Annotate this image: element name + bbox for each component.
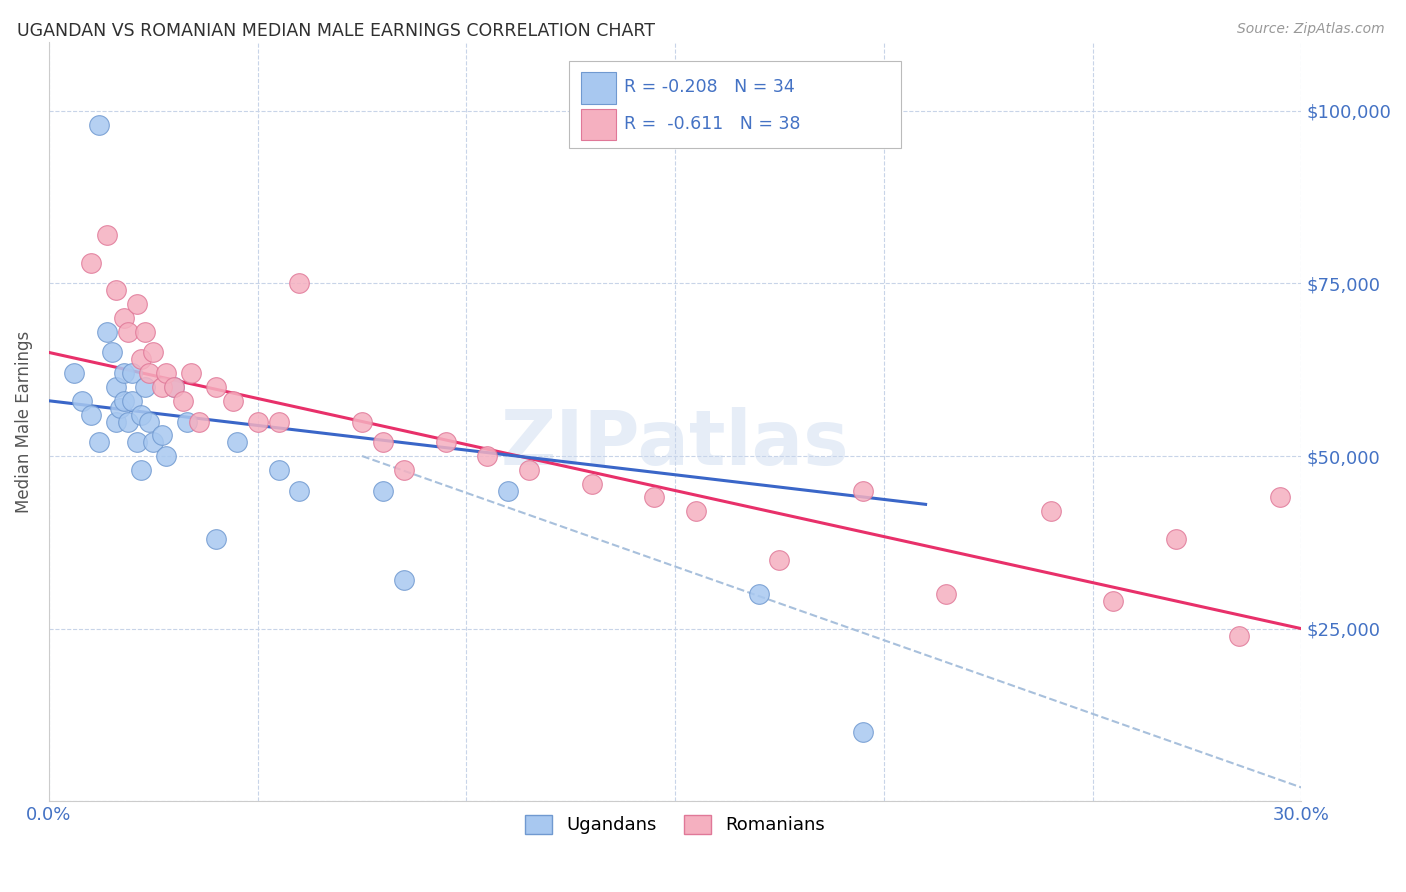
Point <box>87 118 110 132</box>
Point <box>87 435 110 450</box>
Point <box>205 380 228 394</box>
Point <box>129 352 152 367</box>
Point <box>221 393 243 408</box>
Y-axis label: Median Male Earnings: Median Male Earnings <box>15 330 32 513</box>
FancyBboxPatch shape <box>568 61 900 148</box>
Point <box>172 393 194 408</box>
Point <box>134 380 156 394</box>
Point <box>643 491 665 505</box>
Point <box>163 380 186 394</box>
Point <box>1227 628 1250 642</box>
Point <box>225 435 247 450</box>
Point <box>80 256 103 270</box>
Point <box>267 463 290 477</box>
Point <box>121 393 143 408</box>
Point <box>392 463 415 477</box>
Point <box>112 393 135 408</box>
Legend: Ugandans, Romanians: Ugandans, Romanians <box>517 808 832 841</box>
Point <box>392 574 415 588</box>
Point <box>352 415 374 429</box>
Point <box>155 366 177 380</box>
Point <box>150 428 173 442</box>
Point <box>1039 504 1062 518</box>
Point <box>150 380 173 394</box>
Point <box>100 345 122 359</box>
Point <box>142 435 165 450</box>
Point <box>104 380 127 394</box>
Point <box>163 380 186 394</box>
Point <box>935 587 957 601</box>
Point <box>496 483 519 498</box>
Point <box>517 463 540 477</box>
Point <box>581 476 603 491</box>
Point <box>176 415 198 429</box>
Text: ZIPatlas: ZIPatlas <box>501 408 849 482</box>
Point <box>852 483 875 498</box>
Point <box>852 725 875 739</box>
FancyBboxPatch shape <box>581 109 616 141</box>
Point <box>371 483 394 498</box>
Point <box>1270 491 1292 505</box>
Point <box>121 366 143 380</box>
Text: Source: ZipAtlas.com: Source: ZipAtlas.com <box>1237 22 1385 37</box>
Point <box>1164 532 1187 546</box>
Point <box>434 435 457 450</box>
Point <box>108 401 131 415</box>
Point <box>142 345 165 359</box>
Point <box>768 552 790 566</box>
Point <box>112 310 135 325</box>
Point <box>96 325 118 339</box>
Point <box>129 463 152 477</box>
Point <box>180 366 202 380</box>
Point <box>188 415 211 429</box>
Point <box>80 408 103 422</box>
Point <box>205 532 228 546</box>
Point <box>96 228 118 243</box>
Point <box>134 325 156 339</box>
Point <box>129 408 152 422</box>
Point <box>104 283 127 297</box>
Point <box>117 415 139 429</box>
Point <box>288 483 311 498</box>
Point <box>138 415 160 429</box>
Point <box>112 366 135 380</box>
Point <box>72 393 94 408</box>
Text: R =  -0.611   N = 38: R = -0.611 N = 38 <box>624 115 800 133</box>
Point <box>371 435 394 450</box>
Text: R = -0.208   N = 34: R = -0.208 N = 34 <box>624 78 794 96</box>
Text: UGANDAN VS ROMANIAN MEDIAN MALE EARNINGS CORRELATION CHART: UGANDAN VS ROMANIAN MEDIAN MALE EARNINGS… <box>17 22 655 40</box>
Point <box>155 449 177 463</box>
Point <box>63 366 86 380</box>
FancyBboxPatch shape <box>581 72 616 104</box>
Point <box>685 504 707 518</box>
Point <box>477 449 499 463</box>
Point <box>104 415 127 429</box>
Point <box>117 325 139 339</box>
Point <box>138 366 160 380</box>
Point <box>748 587 770 601</box>
Point <box>267 415 290 429</box>
Point <box>288 277 311 291</box>
Point <box>1102 594 1125 608</box>
Point <box>246 415 269 429</box>
Point <box>125 435 148 450</box>
Point <box>125 297 148 311</box>
